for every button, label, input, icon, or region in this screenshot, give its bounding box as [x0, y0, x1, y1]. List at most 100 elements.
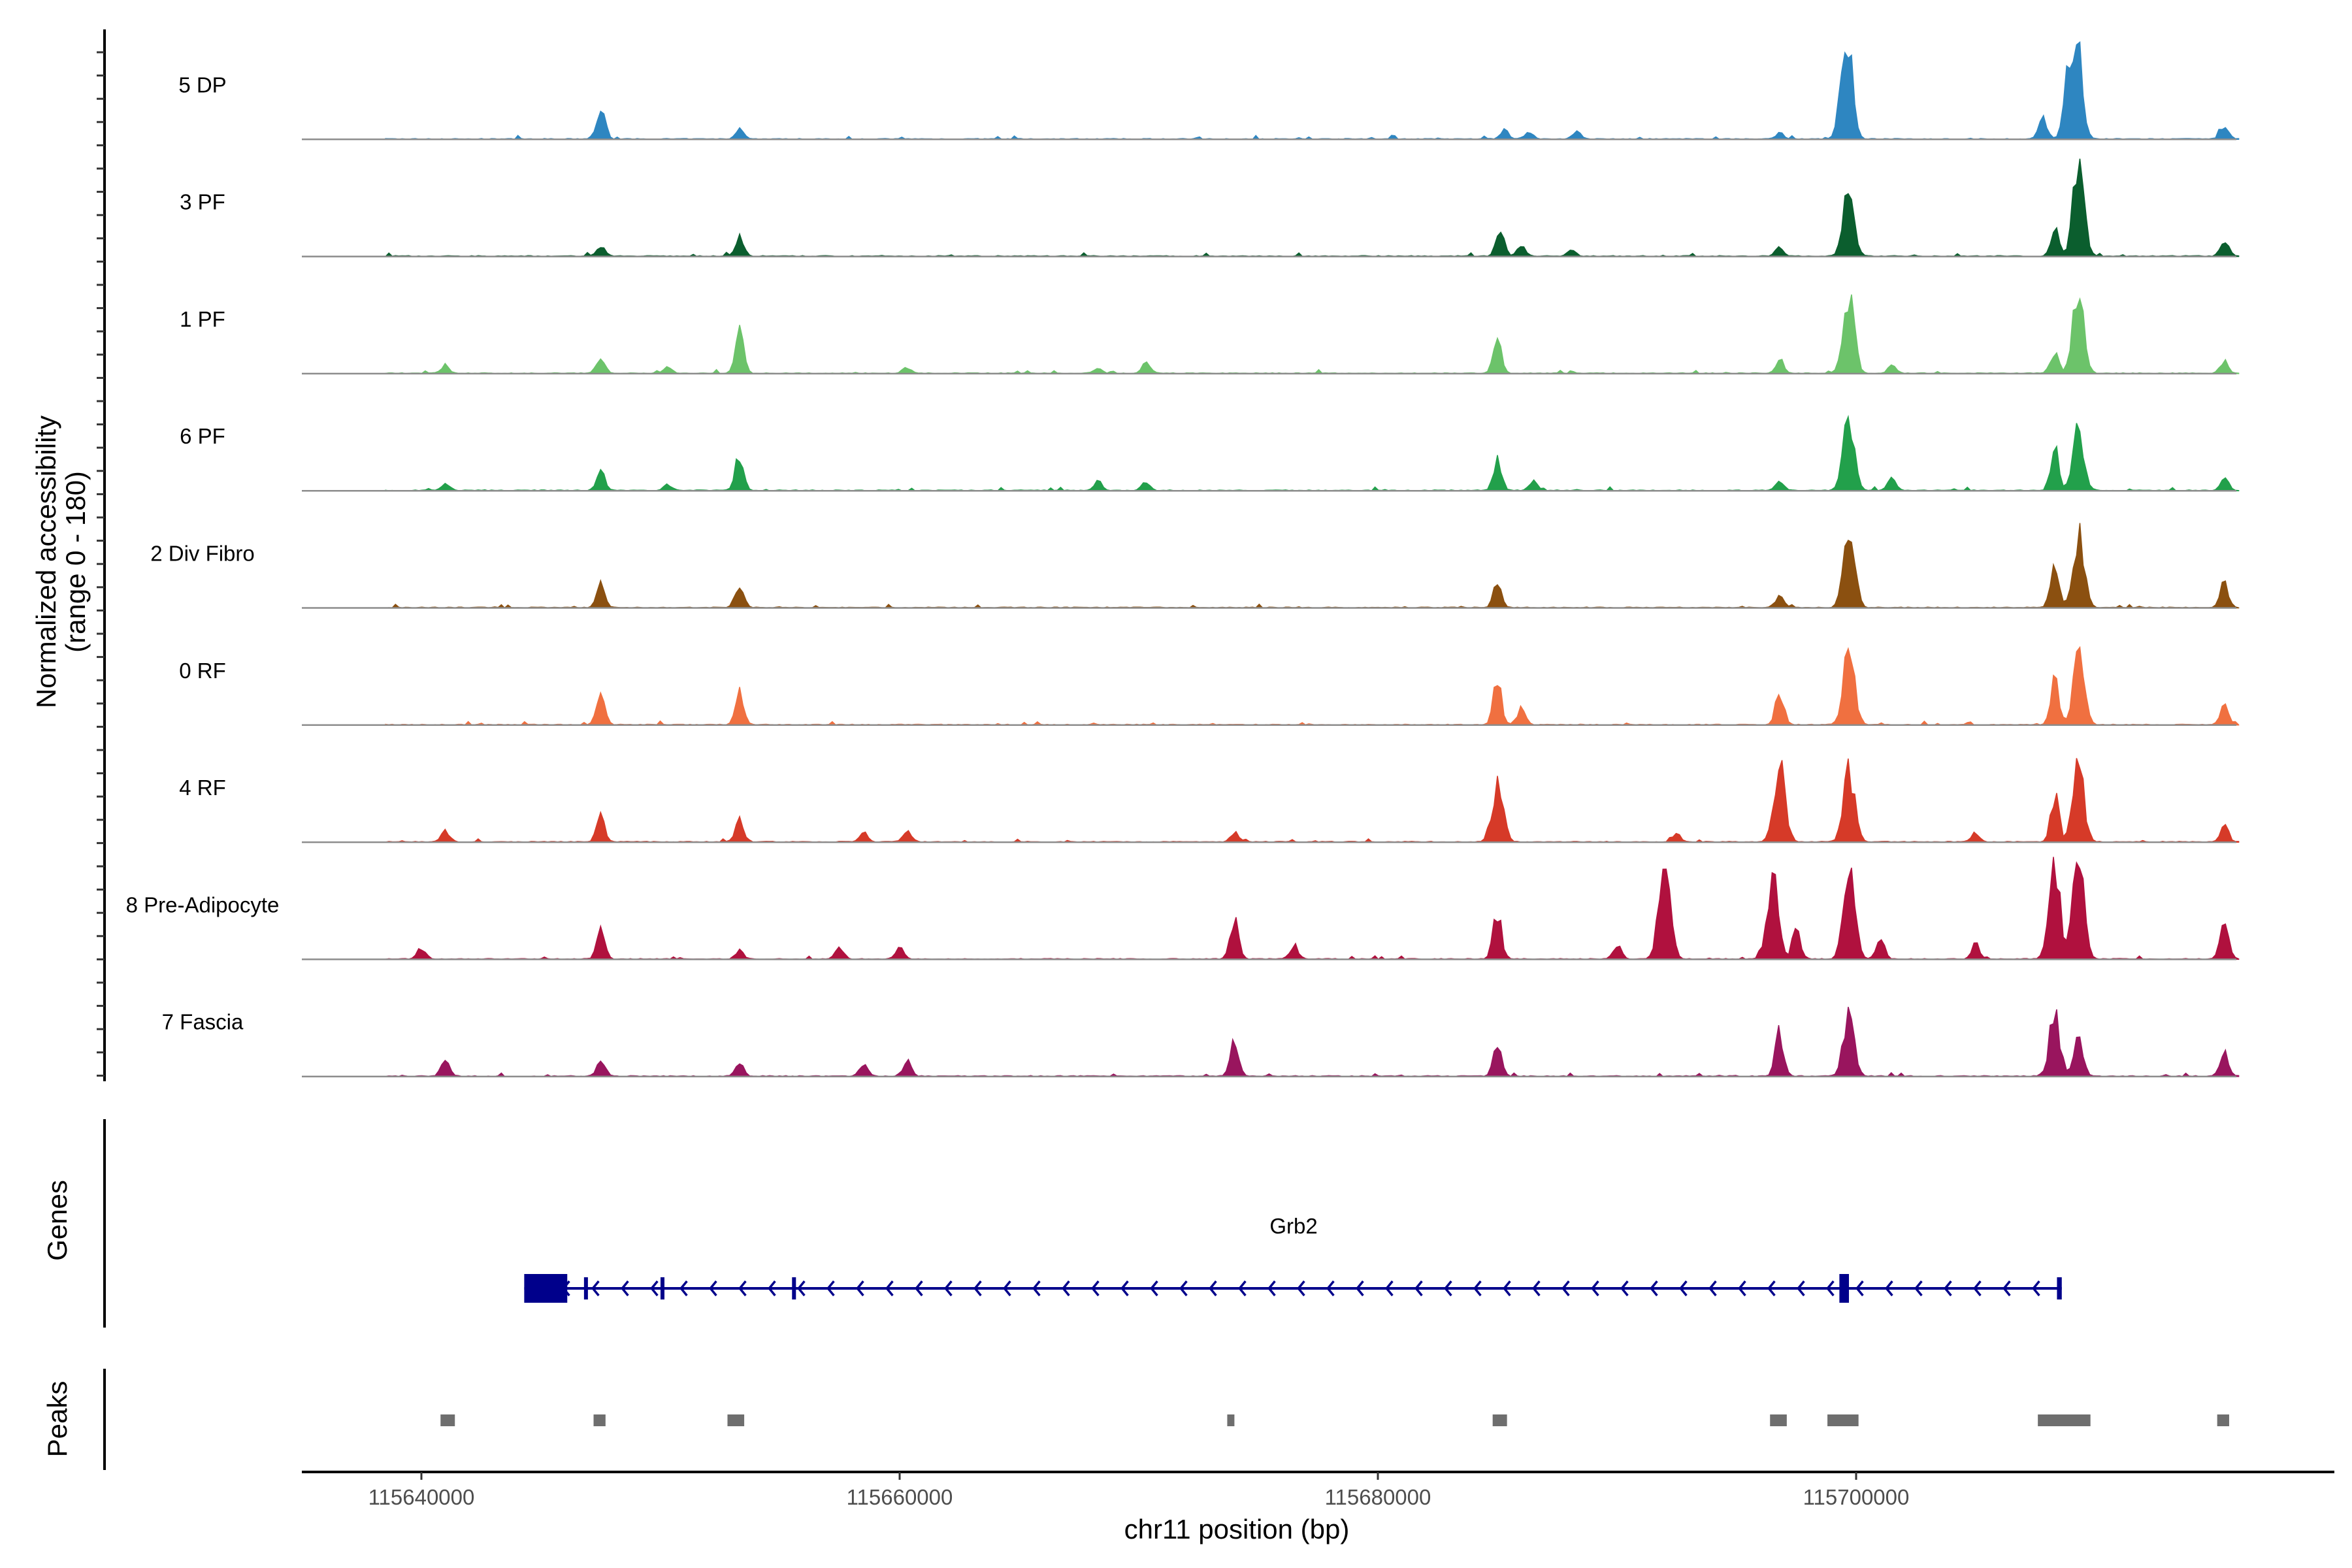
gene-exon — [792, 1277, 796, 1299]
x-axis-title: chr11 position (bp) — [1124, 1514, 1350, 1544]
gene-strand-arrow — [1797, 1280, 1805, 1297]
x-tick-label: 115700000 — [1803, 1485, 1910, 1509]
gene-strand-arrow — [1885, 1280, 1893, 1297]
gene-strand-arrow — [1267, 1280, 1276, 1297]
track: 1 PF — [180, 294, 2240, 375]
track: 2 Div Fibro — [150, 523, 2240, 609]
gene-strand-arrow — [973, 1280, 982, 1297]
gene-strand-arrow — [1414, 1280, 1423, 1297]
track: 7 Fascia — [162, 1007, 2240, 1077]
peaks-panel-title: Peaks — [42, 1381, 73, 1458]
gene-strand-arrow — [826, 1280, 835, 1297]
gene-label: Grb2 — [1269, 1214, 1317, 1238]
gene-exon — [524, 1274, 568, 1303]
gene-strand-arrow — [1826, 1280, 1835, 1297]
peak-region — [2217, 1414, 2229, 1426]
peak-region — [593, 1414, 606, 1426]
gene-strand-arrow — [591, 1280, 600, 1297]
gene-strand-arrow — [738, 1280, 747, 1297]
gene-strand-arrow — [944, 1280, 953, 1297]
gene-model — [524, 1274, 2062, 1303]
gene-strand-arrow — [1738, 1280, 1746, 1297]
track-label: 7 Fascia — [162, 1010, 244, 1034]
track: 6 PF — [180, 414, 2240, 492]
gene-strand-arrow — [1944, 1280, 1952, 1297]
gene-strand-arrow — [1914, 1280, 1923, 1297]
gene-strand-arrow — [1091, 1280, 1100, 1297]
y-axis-title-line1: Normalized accessibility — [31, 416, 61, 708]
coverage-y-axis — [97, 29, 106, 1081]
gene-strand-arrow — [1650, 1280, 1658, 1297]
track: 3 PF — [180, 158, 2240, 257]
track-label: 3 PF — [180, 190, 225, 214]
genes-panel: Genes Grb2 — [42, 1119, 2062, 1328]
gene-exon — [2057, 1277, 2062, 1299]
x-tick-label: 115640000 — [368, 1485, 475, 1509]
gene-strand-arrow — [650, 1280, 659, 1297]
gene-strand-arrow — [1532, 1280, 1541, 1297]
gene-strand-arrow — [1297, 1280, 1305, 1297]
gene-strand-arrow — [1385, 1280, 1394, 1297]
gene-strand-arrow — [768, 1280, 776, 1297]
gene-strand-arrow — [1620, 1280, 1629, 1297]
gene-strand-arrow — [1973, 1280, 1982, 1297]
track-label: 8 Pre-Adipocyte — [126, 892, 280, 917]
genes-panel-title: Genes — [42, 1180, 73, 1261]
peak-region — [2038, 1414, 2091, 1426]
peak-region — [1827, 1414, 1859, 1426]
gene-strand-arrow — [709, 1280, 717, 1297]
gene-strand-arrow — [1032, 1280, 1041, 1297]
gene-strand-arrow — [1238, 1280, 1247, 1297]
x-axis-ticks: 115640000 115660000 115680000 115700000 — [368, 1472, 1910, 1509]
gene-strand-arrow — [1179, 1280, 1188, 1297]
gene-strand-arrow — [1120, 1280, 1129, 1297]
peak-region — [1770, 1414, 1787, 1426]
track-label: 0 RF — [179, 659, 226, 683]
gene-strand-arrow — [1062, 1280, 1070, 1297]
y-axis-title-line2: (range 0 - 180) — [60, 471, 91, 653]
gene-exon — [1839, 1274, 1850, 1303]
gene-strand-arrow — [679, 1280, 688, 1297]
track-label: 1 PF — [180, 307, 225, 331]
peak-region — [1227, 1414, 1235, 1426]
track-label: 6 PF — [180, 424, 225, 448]
gene-strand-arrow — [856, 1280, 864, 1297]
gene-strand-arrow — [1679, 1280, 1688, 1297]
gene-strand-arrow — [1003, 1280, 1011, 1297]
track: 5 DP — [178, 41, 2240, 140]
gene-strand-arrow — [797, 1280, 806, 1297]
gene-strand-arrow — [1150, 1280, 1158, 1297]
x-tick-label: 115660000 — [847, 1485, 953, 1509]
track: 8 Pre-Adipocyte — [126, 857, 2240, 960]
x-axis: 115640000 115660000 115680000 115700000 chr… — [302, 1471, 2334, 1544]
gene-strand-arrow — [1209, 1280, 1217, 1297]
gene-strand-arrow — [1855, 1280, 1864, 1297]
gene-strand-arrow — [1591, 1280, 1599, 1297]
gene-strand-arrow — [1473, 1280, 1482, 1297]
peak-region — [727, 1414, 745, 1426]
gene-exon — [583, 1277, 588, 1299]
track-label: 2 Div Fibro — [150, 542, 255, 566]
gene-strand-arrow — [1767, 1280, 1776, 1297]
track-label: 5 DP — [178, 73, 226, 97]
gene-strand-arrow — [2002, 1280, 2011, 1297]
gene-strand-arrow — [2032, 1280, 2040, 1297]
gene-strand-arrow — [1708, 1280, 1717, 1297]
peak-region — [1492, 1414, 1507, 1426]
gene-strand-arrow — [1326, 1280, 1335, 1297]
peaks-panel: Peaks — [42, 1369, 2229, 1470]
gene-strand-arrow — [915, 1280, 923, 1297]
x-tick-label: 115680000 — [1325, 1485, 1431, 1509]
track: 0 RF — [179, 645, 2240, 727]
gene-strand-arrow — [1503, 1280, 1511, 1297]
track: 4 RF — [179, 758, 2240, 843]
y-axis-title: Normalized accessibility (range 0 - 180) — [31, 416, 91, 708]
peak-region — [440, 1414, 455, 1426]
gene-strand-arrow — [1356, 1280, 1364, 1297]
gene-strand-arrow — [1561, 1280, 1570, 1297]
peak-regions — [440, 1414, 2229, 1426]
coverage-tracks: 5 DP 3 PF 1 PF 6 PF 2 Div Fibro 0 RF 4 RF 8 Pre… — [126, 41, 2240, 1077]
gene-strand-arrow — [885, 1280, 894, 1297]
gene-strand-arrow — [1444, 1280, 1452, 1297]
